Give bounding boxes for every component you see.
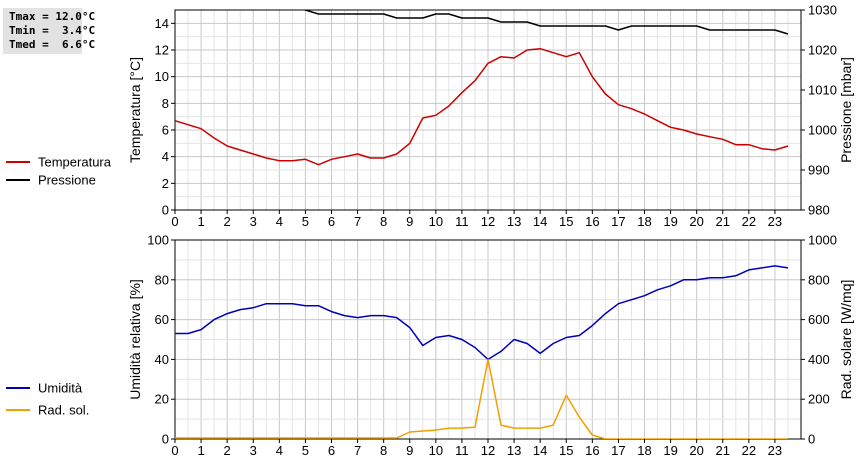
x-tick-label: 19	[663, 443, 677, 458]
x-tick-label: 5	[302, 443, 309, 458]
x-tick-label: 7	[354, 443, 361, 458]
x-tick-label: 10	[429, 214, 443, 229]
x-tick-label: 1	[197, 443, 204, 458]
panel-temp-pressure: 0 1 2 3 4 5 6 7 8 9 10 11 12 13 14 15 16 17 18 19 20 21 22 2302…	[6, 3, 854, 229]
x-tick-label: 14	[533, 443, 547, 458]
y2-tick-label: 600	[808, 312, 830, 327]
y-axis-label: Umidità relativa [%]	[127, 279, 143, 400]
y-tick-label: 0	[162, 203, 169, 218]
x-tick-label: 21	[716, 214, 730, 229]
y2-tick-label: 1010	[808, 83, 837, 98]
x-tick-label: 4	[276, 214, 283, 229]
y-tick-label: 40	[155, 352, 169, 367]
series-line-2	[302, 10, 789, 35]
y-tick-label: 100	[147, 233, 169, 248]
x-tick-label: 2	[224, 214, 231, 229]
y-axis-label: Temperatura [°C]	[127, 57, 143, 163]
x-tick-label: 0	[171, 443, 178, 458]
x-tick-label: 12	[481, 443, 495, 458]
x-tick-label: 3	[250, 443, 257, 458]
x-tick-label: 5	[302, 214, 309, 229]
series-line-1	[175, 265, 789, 361]
x-tick-label: 6	[328, 214, 335, 229]
y2-tick-label: 800	[808, 272, 830, 287]
x-tick-label: 8	[380, 214, 387, 229]
x-tick-label: 19	[663, 214, 677, 229]
x-tick-label: 3	[250, 214, 257, 229]
x-tick-label: 1	[197, 214, 204, 229]
legend-label: Rad. sol.	[38, 403, 89, 418]
y-tick-label: 80	[155, 272, 169, 287]
x-tick-label: 8	[380, 443, 387, 458]
x-tick-label: 0	[171, 214, 178, 229]
x-tick-label: 10	[429, 443, 443, 458]
series-group	[175, 265, 789, 439]
x-tick-label: 6	[328, 443, 335, 458]
y2-tick-label: 1000	[808, 233, 837, 248]
series-line-1	[175, 47, 789, 166]
x-tick-label: 13	[507, 214, 521, 229]
legend-label: Temperatura	[38, 155, 112, 170]
series-line-2	[175, 358, 788, 439]
y2-tick-label: 0	[808, 432, 815, 447]
y2-tick-label: 1020	[808, 43, 837, 58]
y-tick-label: 6	[162, 123, 169, 138]
y2-tick-label: 400	[808, 352, 830, 367]
y2-tick-label: 980	[808, 203, 830, 218]
x-tick-label: 23	[768, 214, 782, 229]
x-tick-label: 11	[455, 443, 469, 458]
x-tick-label: 9	[406, 443, 413, 458]
x-tick-label: 7	[354, 214, 361, 229]
stat-tmax: Tmax = 12.0°C	[9, 10, 96, 23]
x-tick-label: 16	[585, 443, 599, 458]
x-tick-label: 12	[481, 214, 495, 229]
y-tick-label: 0	[162, 432, 169, 447]
x-tick-label: 15	[559, 214, 573, 229]
x-tick-label: 11	[455, 214, 469, 229]
y2-axis-label: Rad. solare [W/mq]	[838, 280, 854, 400]
x-tick-label: 17	[611, 443, 625, 458]
legend-label: Pressione	[38, 173, 96, 188]
x-tick-label: 20	[689, 214, 703, 229]
y-tick-label: 20	[155, 392, 169, 407]
x-tick-label: 16	[585, 214, 599, 229]
x-tick-label: 22	[742, 214, 756, 229]
x-tick-label: 15	[559, 443, 573, 458]
x-tick-label: 18	[637, 214, 651, 229]
y-tick-label: 14	[155, 16, 169, 31]
y2-tick-label: 1030	[808, 3, 837, 18]
x-tick-label: 14	[533, 214, 547, 229]
x-tick-label: 22	[742, 443, 756, 458]
stat-tmed: Tmed = 6.6°C	[9, 38, 96, 51]
y-tick-label: 2	[162, 176, 169, 191]
x-tick-label: 2	[224, 443, 231, 458]
stats-box: Tmax = 12.0°C Tmin = 3.4°C Tmed = 6.6°C	[3, 8, 96, 54]
x-tick-label: 18	[637, 443, 651, 458]
y-tick-label: 12	[155, 43, 169, 58]
y-tick-label: 4	[162, 149, 169, 164]
stat-tmin: Tmin = 3.4°C	[9, 24, 96, 37]
x-tick-label: 21	[716, 443, 730, 458]
y-tick-label: 10	[155, 69, 169, 84]
x-tick-label: 9	[406, 214, 413, 229]
x-tick-label: 20	[689, 443, 703, 458]
y2-tick-label: 200	[808, 392, 830, 407]
y-tick-label: 8	[162, 96, 169, 111]
series-group	[175, 10, 789, 166]
panel-humidity-radiation: 0 1 2 3 4 5 6 7 8 9 10 11 12 13 14 15 16 17 18 19 20 21 22 2302…	[6, 233, 854, 458]
legend-label: Umidità	[38, 381, 83, 396]
y2-tick-label: 990	[808, 163, 830, 178]
x-tick-label: 17	[611, 214, 625, 229]
y-tick-label: 60	[155, 312, 169, 327]
x-tick-label: 23	[768, 443, 782, 458]
y2-tick-label: 1000	[808, 123, 837, 138]
y2-axis-label: Pressione [mbar]	[838, 57, 854, 163]
x-tick-label: 13	[507, 443, 521, 458]
x-tick-label: 4	[276, 443, 283, 458]
